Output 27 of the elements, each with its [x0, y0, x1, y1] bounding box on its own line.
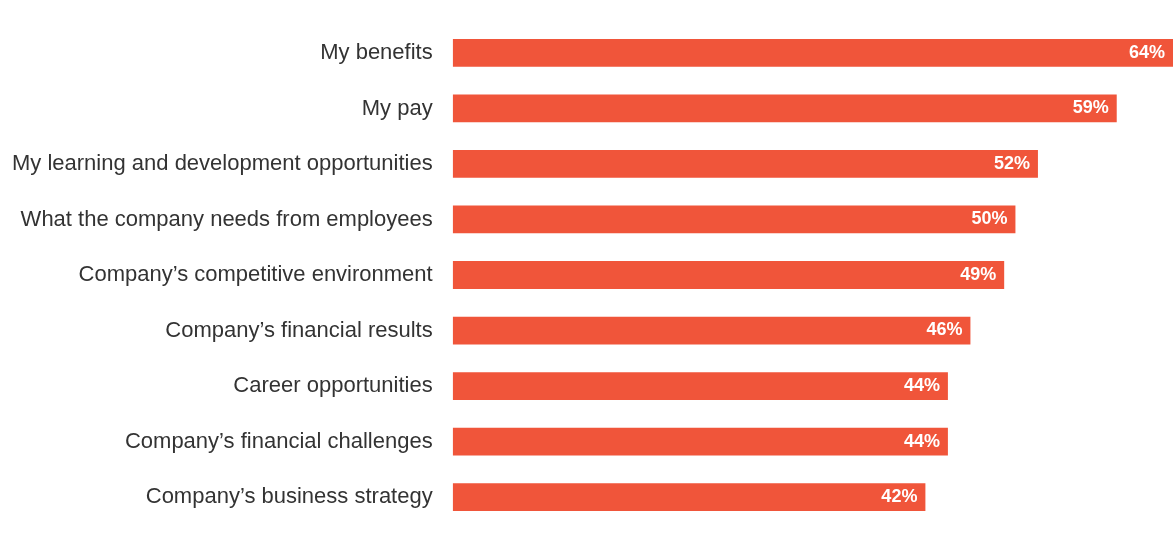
data-label: 46%	[926, 319, 963, 340]
y-tick-label: Company’s business strategy	[145, 483, 433, 509]
data-label: 59%	[1072, 97, 1109, 118]
y-tick-label: Company’s financial challenges	[124, 427, 433, 453]
bar	[452, 316, 971, 345]
bar	[452, 39, 1173, 67]
data-label: 52%	[993, 152, 1030, 173]
bar	[452, 261, 1005, 289]
y-tick-label: Company’s financial results	[165, 316, 433, 342]
y-tick-label: Company’s competitive environment	[78, 261, 433, 287]
y-tick-label: What the company needs from employees	[20, 205, 433, 231]
data-label: 50%	[971, 208, 1008, 229]
data-label: 64%	[1128, 41, 1165, 62]
y-tick-label: My benefits	[320, 39, 433, 65]
bar	[452, 427, 948, 456]
bar	[452, 372, 948, 400]
bar	[452, 483, 926, 511]
data-label: 44%	[903, 430, 940, 451]
data-label: 44%	[903, 374, 940, 395]
bar	[452, 150, 1038, 178]
data-label: 49%	[960, 263, 997, 284]
y-tick-label: My pay	[361, 94, 433, 120]
y-tick-label: Career opportunities	[233, 372, 433, 398]
y-tick-label: My learning and development opportunities	[11, 150, 433, 176]
bar	[452, 94, 1117, 123]
data-label: 42%	[881, 486, 918, 507]
bar	[452, 205, 1016, 234]
